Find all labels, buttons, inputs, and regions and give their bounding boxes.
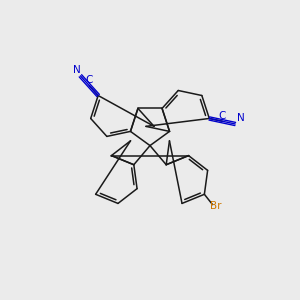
Text: C: C [219, 111, 226, 121]
Text: Br: Br [210, 201, 222, 211]
Text: N: N [73, 65, 81, 75]
Text: C: C [85, 75, 93, 85]
Text: N: N [236, 113, 244, 123]
